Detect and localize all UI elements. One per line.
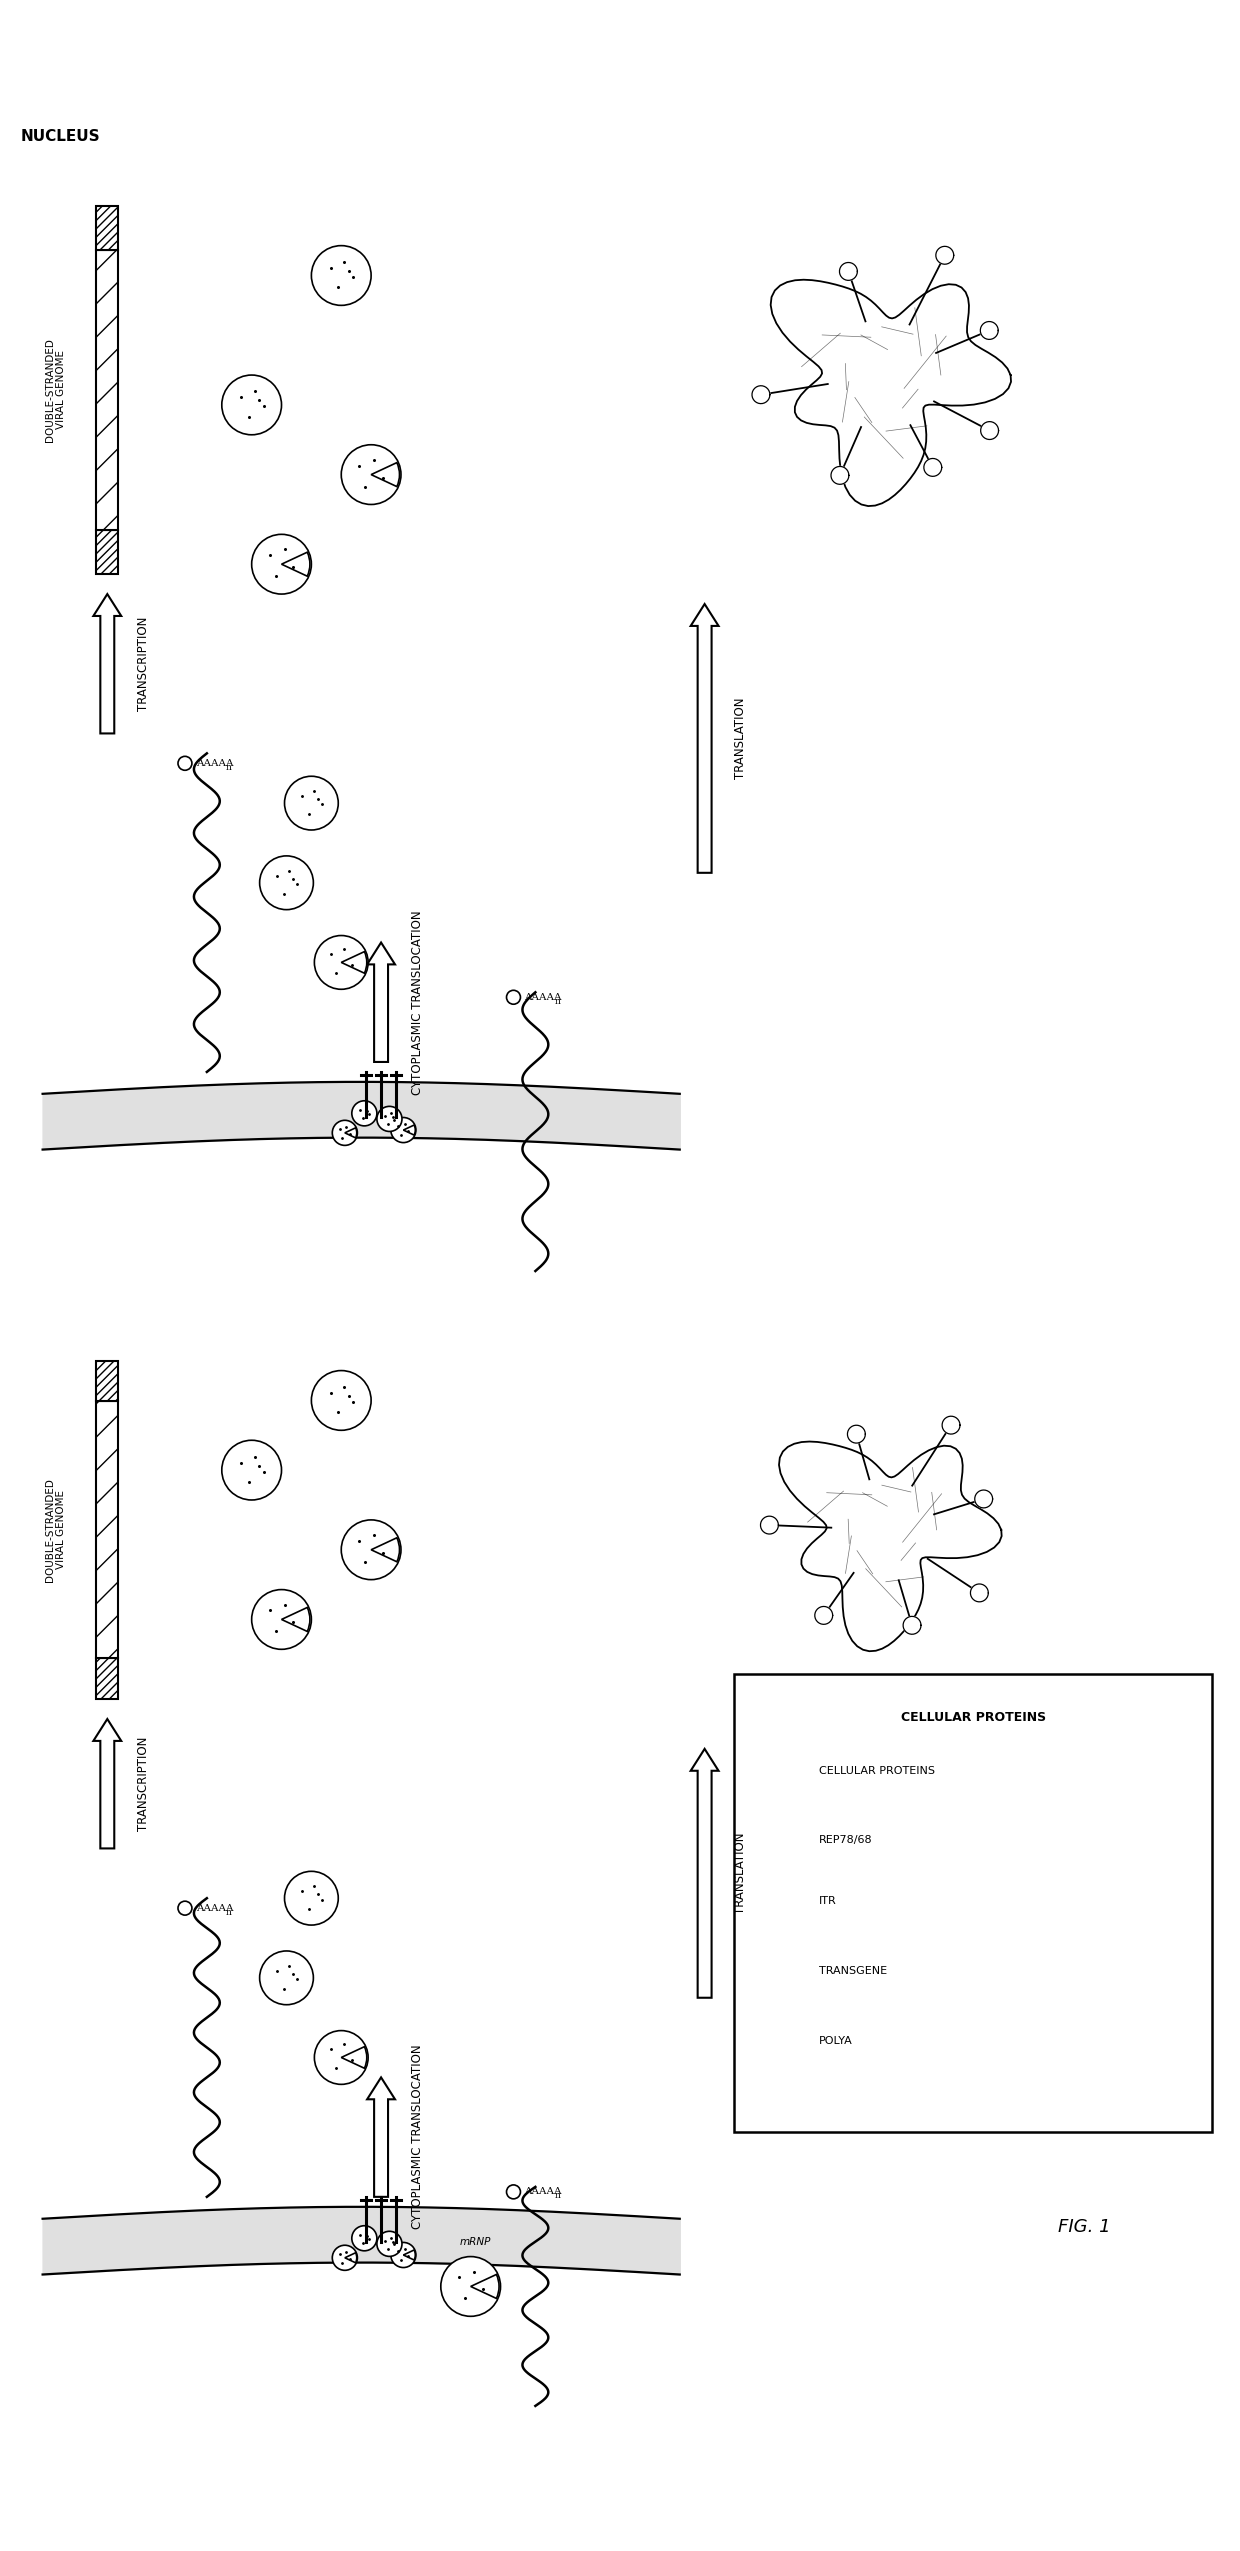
Text: AAAAA: AAAAA	[196, 758, 233, 768]
Text: TRANSGENE: TRANSGENE	[820, 1967, 888, 1977]
Text: AAAAA: AAAAA	[196, 1903, 233, 1913]
Text: CYTOPLASMIC TRANSLOCATION: CYTOPLASMIC TRANSLOCATION	[410, 911, 424, 1094]
Circle shape	[506, 2184, 521, 2199]
Polygon shape	[770, 281, 1011, 505]
Wedge shape	[471, 2275, 498, 2298]
Circle shape	[377, 1107, 402, 1133]
Circle shape	[352, 2224, 377, 2250]
Text: TRANSLATION: TRANSLATION	[734, 1832, 748, 1913]
Circle shape	[284, 776, 339, 829]
Wedge shape	[341, 2046, 367, 2069]
Text: TRANSLATION: TRANSLATION	[734, 696, 748, 778]
Circle shape	[440, 2258, 501, 2316]
FancyArrow shape	[93, 594, 122, 735]
Circle shape	[222, 1441, 281, 1500]
Wedge shape	[281, 551, 310, 577]
Text: AAAAA: AAAAA	[525, 992, 562, 1003]
Wedge shape	[345, 2253, 357, 2263]
Circle shape	[252, 1589, 311, 1650]
Polygon shape	[903, 1617, 921, 1635]
Wedge shape	[371, 462, 399, 487]
Polygon shape	[936, 247, 954, 265]
Circle shape	[315, 936, 368, 990]
Wedge shape	[781, 1832, 802, 1849]
Circle shape	[311, 245, 371, 306]
Circle shape	[179, 1900, 192, 1916]
Polygon shape	[975, 1490, 993, 1508]
Circle shape	[284, 1872, 339, 1926]
Text: DOUBLE-STRANDED
VIRAL GENOME: DOUBLE-STRANDED VIRAL GENOME	[45, 1477, 67, 1582]
Polygon shape	[942, 1416, 960, 1434]
Polygon shape	[981, 321, 998, 339]
Text: AAAAA: AAAAA	[525, 2186, 562, 2196]
Polygon shape	[751, 385, 770, 403]
Circle shape	[377, 2232, 402, 2258]
Circle shape	[759, 1819, 804, 1862]
Bar	[761, 1885, 800, 1916]
FancyArrow shape	[367, 2077, 396, 2196]
Bar	[97, 1360, 118, 1400]
Circle shape	[259, 1952, 314, 2005]
FancyArrow shape	[691, 1750, 718, 1997]
Text: ITR: ITR	[820, 1895, 837, 1906]
Polygon shape	[839, 263, 857, 281]
Wedge shape	[341, 952, 367, 972]
Circle shape	[332, 1120, 357, 1145]
Polygon shape	[847, 1426, 866, 1444]
Text: n: n	[226, 763, 232, 773]
Bar	[97, 250, 118, 531]
Circle shape	[259, 857, 314, 911]
Text: CELLULAR PROTEINS: CELLULAR PROTEINS	[820, 1765, 935, 1775]
Text: REP78/68: REP78/68	[820, 1837, 873, 1844]
Circle shape	[352, 1102, 377, 1125]
Circle shape	[506, 990, 521, 1005]
Text: n: n	[226, 1908, 232, 1916]
Circle shape	[341, 1520, 401, 1579]
Circle shape	[222, 375, 281, 434]
Bar	[97, 1400, 118, 1658]
Bar	[761, 2025, 800, 2056]
Circle shape	[391, 2242, 415, 2268]
Circle shape	[341, 444, 401, 505]
Circle shape	[759, 1750, 804, 1793]
Polygon shape	[815, 1607, 833, 1625]
FancyArrow shape	[93, 1719, 122, 1849]
Bar	[97, 531, 118, 574]
Polygon shape	[779, 1441, 1002, 1650]
Circle shape	[179, 755, 192, 770]
Circle shape	[332, 2245, 357, 2270]
Polygon shape	[760, 1515, 779, 1533]
Text: CYTOPLASMIC TRANSLOCATION: CYTOPLASMIC TRANSLOCATION	[410, 2046, 424, 2230]
Wedge shape	[371, 1538, 399, 1561]
Text: n: n	[554, 997, 560, 1005]
Text: CELLULAR PROTEINS: CELLULAR PROTEINS	[900, 1712, 1047, 1724]
Circle shape	[311, 1370, 371, 1431]
Polygon shape	[981, 421, 998, 439]
Polygon shape	[971, 1584, 988, 1602]
Polygon shape	[831, 467, 849, 485]
Circle shape	[252, 533, 311, 594]
Circle shape	[391, 1117, 415, 1143]
Wedge shape	[345, 1128, 357, 1138]
Bar	[97, 1658, 118, 1699]
Bar	[97, 207, 118, 250]
FancyBboxPatch shape	[734, 1673, 1213, 2133]
Text: POLYA: POLYA	[820, 2036, 853, 2046]
Text: TRANSCRIPTION: TRANSCRIPTION	[138, 1737, 150, 1832]
Text: FIG. 1: FIG. 1	[1058, 2217, 1111, 2235]
Wedge shape	[281, 1607, 310, 1633]
Text: DOUBLE-STRANDED
VIRAL GENOME: DOUBLE-STRANDED VIRAL GENOME	[45, 339, 67, 441]
FancyArrow shape	[367, 941, 396, 1061]
Text: TRANSCRIPTION: TRANSCRIPTION	[138, 617, 150, 712]
Bar	[761, 1957, 800, 1985]
Wedge shape	[403, 2250, 415, 2260]
Circle shape	[315, 2031, 368, 2084]
Text: mRNP: mRNP	[460, 2237, 491, 2247]
Text: n: n	[554, 2191, 560, 2202]
Polygon shape	[924, 459, 941, 477]
Text: NUCLEUS: NUCLEUS	[21, 128, 100, 143]
FancyArrow shape	[691, 605, 718, 872]
Wedge shape	[403, 1125, 415, 1135]
